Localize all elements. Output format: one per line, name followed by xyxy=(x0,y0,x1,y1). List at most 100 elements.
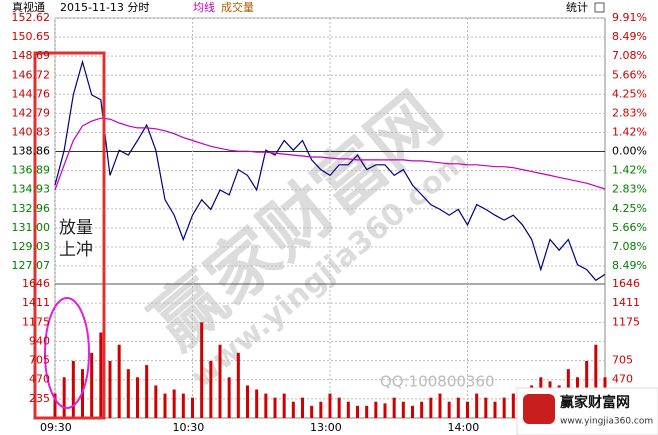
y2-tick-label: 1.42% xyxy=(612,164,647,177)
y2-tick-label: 7.08% xyxy=(612,240,647,253)
stock-name: 真视通 xyxy=(12,0,45,14)
volume-bar xyxy=(145,365,149,418)
x-tick-label: 09:30 xyxy=(40,421,72,434)
y2-tick-label: 5.66% xyxy=(612,221,647,234)
logo: 赢家财富网 www.yingjia360.com xyxy=(516,387,658,435)
volume-bar xyxy=(172,389,176,418)
volume-bar xyxy=(282,393,286,418)
volume-bar xyxy=(246,385,249,418)
y2-tick-label: 8.49% xyxy=(612,30,647,43)
volume-bar xyxy=(99,332,103,418)
grid xyxy=(54,17,605,418)
volume-y2-tick-label: 1646 xyxy=(612,277,640,290)
volume-bar xyxy=(356,405,359,418)
annotation: 放量 xyxy=(59,218,93,238)
x-tick-label: 10:30 xyxy=(173,421,205,434)
y-tick-label: 131.00 xyxy=(12,221,51,234)
volume-bar xyxy=(447,401,451,418)
y2-tick-label: 2.83% xyxy=(612,106,647,119)
volume-bar xyxy=(319,401,323,418)
legend-volume: 成交量 xyxy=(221,0,254,14)
volume-bar xyxy=(200,322,204,418)
series-line xyxy=(54,59,606,282)
volume-tick-label: 940 xyxy=(29,334,50,347)
volume-bar xyxy=(429,397,433,418)
volume-bar xyxy=(466,401,469,418)
volume-bar xyxy=(374,401,378,418)
volume-bar xyxy=(392,397,396,418)
volume-bar xyxy=(191,397,194,418)
stats-button[interactable]: 统计 xyxy=(566,1,588,14)
volume-bar xyxy=(337,397,341,418)
y-tick-label: 144.76 xyxy=(12,87,51,100)
volume-y2-tick-label: 470 xyxy=(612,373,633,386)
volume-bar xyxy=(484,397,488,418)
x-tick-label: 13:00 xyxy=(310,421,342,434)
volume-bar xyxy=(328,393,332,418)
y2-tick-label: 2.83% xyxy=(612,183,647,196)
watermark-qq: QQ:100800360 xyxy=(380,373,495,391)
highlight-ellipse xyxy=(44,297,90,409)
y2-tick-label: 7.08% xyxy=(612,49,647,62)
window-icon[interactable] xyxy=(594,2,605,13)
volume-bar xyxy=(71,361,75,418)
y-tick-label: 129.03 xyxy=(12,240,51,253)
volume-bar xyxy=(301,397,304,418)
marks xyxy=(53,59,607,418)
volume-tick-label: 1175 xyxy=(22,315,50,328)
volume-bar xyxy=(511,393,515,418)
volume-bar xyxy=(154,385,158,418)
volume-bar xyxy=(108,361,112,418)
y-tick-label: 127.07 xyxy=(12,259,51,272)
volume-bar xyxy=(411,405,414,418)
volume-bar xyxy=(502,397,506,418)
volume-y2-tick-label: 705 xyxy=(612,354,633,367)
volume-bar xyxy=(209,361,213,418)
volume-bar xyxy=(181,393,185,418)
series-line xyxy=(54,117,606,191)
volume-bar xyxy=(456,397,460,418)
logo-name: 赢家财富网 xyxy=(560,394,630,411)
volume-tick-label: 235 xyxy=(29,392,50,405)
y2-tick-label: 4.25% xyxy=(612,87,647,100)
volume-bar xyxy=(236,352,240,418)
volume-bar xyxy=(438,393,442,418)
logo-seal xyxy=(523,394,555,424)
volume-bar xyxy=(163,393,167,418)
volume-bar xyxy=(136,377,139,418)
y2-tick-label: 5.66% xyxy=(612,68,647,81)
volume-y2-tick-label: 1175 xyxy=(612,315,640,328)
volume-bar xyxy=(218,344,222,418)
volume-bar xyxy=(594,344,598,418)
volume-bar xyxy=(126,369,130,418)
y-tick-label: 134.93 xyxy=(12,183,51,196)
y-tick-label: 142.79 xyxy=(12,106,51,119)
volume-bar xyxy=(493,401,497,418)
volume-bar xyxy=(475,393,479,418)
volume-bar xyxy=(90,352,94,418)
y-tick-label: 150.65 xyxy=(12,30,51,43)
y2-tick-label: 9.91% xyxy=(612,11,647,24)
y-tick-label: 138.86 xyxy=(12,145,51,158)
legend-avg: 均线 xyxy=(193,0,215,14)
date-label: 2015-11-13 分时 xyxy=(60,1,149,14)
volume-bar xyxy=(53,393,57,418)
volume-bar xyxy=(420,401,424,418)
volume-bar xyxy=(346,401,350,418)
volume-bar xyxy=(117,344,121,418)
volume-bar xyxy=(264,393,268,418)
volume-tick-label: 1646 xyxy=(22,277,50,290)
volume-tick-label: 1411 xyxy=(22,296,50,309)
volume-bar xyxy=(310,405,314,418)
volume-bar xyxy=(365,405,369,418)
volume-tick-label: 705 xyxy=(29,354,50,367)
y-tick-label: 136.89 xyxy=(12,164,51,177)
y-tick-label: 146.72 xyxy=(12,68,51,81)
x-tick-label: 14:00 xyxy=(448,421,480,434)
volume-bar xyxy=(401,401,405,418)
volume-bar xyxy=(383,403,387,418)
y2-tick-label: 4.25% xyxy=(612,202,647,215)
highlight-box xyxy=(33,51,106,420)
y-tick-label: 140.83 xyxy=(12,125,51,138)
y-tick-label: 148.69 xyxy=(12,49,51,62)
